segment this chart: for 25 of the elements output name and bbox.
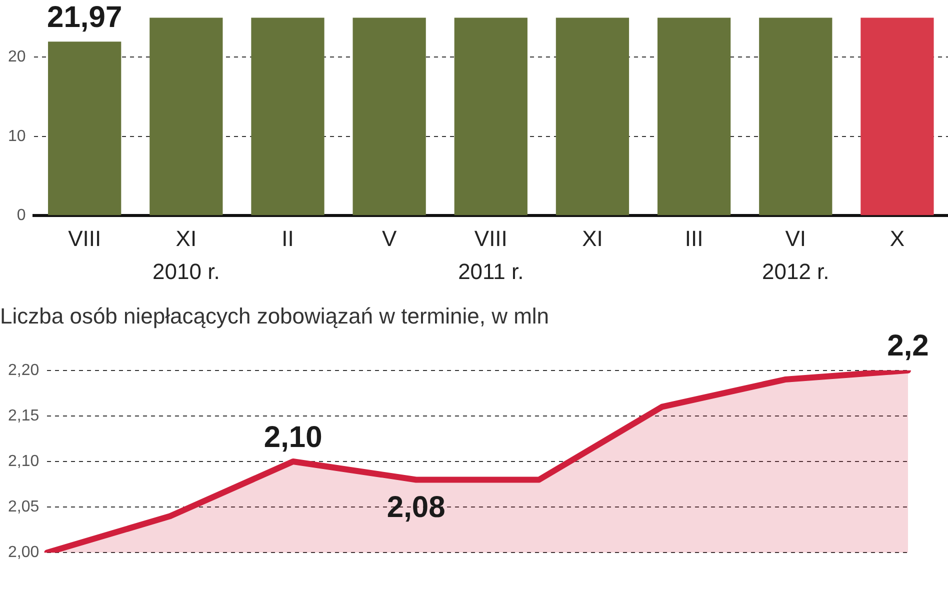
x-tick-label: VIII — [68, 226, 102, 251]
text: 2010 r. — [152, 259, 220, 284]
x-tick-label: V — [382, 226, 397, 251]
text: 2012 r. — [762, 259, 830, 284]
x-tick-label: X — [890, 226, 905, 251]
y-tick-label: 2,05 — [8, 498, 40, 516]
y-tick-label: 10 — [8, 128, 26, 145]
data-label: 2,08 — [386, 490, 446, 524]
x-tick-label: VIII — [474, 226, 508, 251]
data-label: 2,2 — [887, 330, 929, 363]
data-label: 2,10 — [264, 420, 322, 454]
y-tick-label: 20 — [8, 48, 26, 66]
x-tick-label: II — [282, 226, 294, 251]
y-tick-label: 2,00 — [8, 544, 40, 562]
y-tick-label: 2,20 — [8, 362, 40, 379]
x-tick-label: III — [684, 226, 704, 251]
text: 2011 r. — [458, 259, 524, 284]
chart-title: Liczba osób niepłacących zobowiązań w terminie, w mln — [0, 303, 550, 328]
y-tick-label: 0 — [16, 207, 26, 224]
x-tick-label: XI — [582, 226, 603, 251]
y-tick-label: 2,10 — [8, 452, 40, 470]
x-tick-label: VI — [785, 226, 806, 251]
y-tick-label: 2,15 — [8, 407, 40, 424]
x-tick-label: XI — [176, 226, 197, 251]
data-label: 21,97 — [47, 0, 122, 34]
